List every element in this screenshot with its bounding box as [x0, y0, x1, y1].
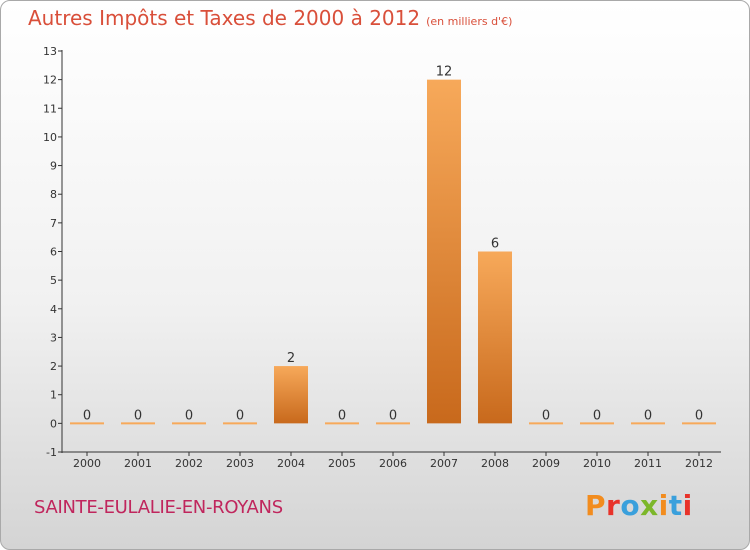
- y-tick-label: 5: [50, 274, 57, 287]
- y-tick-label: 13: [43, 45, 57, 58]
- bar-2007: [427, 79, 461, 424]
- x-tick-label: 2005: [328, 457, 356, 470]
- data-label-2002: 0: [185, 408, 193, 423]
- y-tick-label: -1: [46, 446, 57, 459]
- data-label-2005: 0: [338, 408, 346, 423]
- x-tick-label: 2003: [226, 457, 254, 470]
- bar-2010: [580, 422, 614, 425]
- commune-name: SAINTE-EULALIE-EN-ROYANS: [34, 497, 283, 518]
- data-label-2004: 2: [287, 351, 295, 366]
- bar-2000: [70, 422, 104, 425]
- data-label-2009: 0: [542, 408, 550, 423]
- chart-title-text: Autres Impôts et Taxes de 2000 à 2012: [28, 6, 421, 30]
- x-tick-label: 2002: [175, 457, 203, 470]
- bar-2006: [376, 422, 410, 425]
- y-tick-label: 6: [50, 246, 57, 259]
- x-tick-label: 2001: [124, 457, 152, 470]
- data-label-2007: 12: [436, 65, 453, 80]
- data-label-2001: 0: [134, 408, 142, 423]
- proxiti-logo: Proxiti: [585, 489, 693, 522]
- x-tick-label: 2008: [481, 457, 509, 470]
- bar-2003: [223, 422, 257, 425]
- y-tick-label: 4: [50, 303, 57, 316]
- y-tick-label: 9: [50, 160, 57, 173]
- logo-letter: i: [682, 489, 693, 522]
- data-label-2010: 0: [593, 408, 601, 423]
- x-tick-label: 2007: [430, 457, 458, 470]
- data-label-2011: 0: [644, 408, 652, 423]
- logo-letter: r: [606, 489, 621, 522]
- logo-letter: o: [620, 489, 641, 522]
- bar-2008: [478, 251, 512, 424]
- logo-letter: x: [640, 489, 659, 522]
- chart-title: Autres Impôts et Taxes de 2000 à 2012 (en…: [28, 6, 512, 30]
- y-tick-label: 11: [43, 102, 57, 115]
- bar-2001: [121, 422, 155, 425]
- bar-2009: [529, 422, 563, 425]
- bar-2011: [631, 422, 665, 425]
- y-tick-label: 10: [43, 131, 57, 144]
- bar-2002: [172, 422, 206, 425]
- y-tick-label: 7: [50, 217, 57, 230]
- data-label-2012: 0: [695, 408, 703, 423]
- bar-2004: [274, 366, 308, 424]
- x-tick-label: 2011: [634, 457, 662, 470]
- y-tick-label: 2: [50, 360, 57, 373]
- y-tick-label: 8: [50, 188, 57, 201]
- data-label-2003: 0: [236, 408, 244, 423]
- chart-unit: (en milliers d'€): [426, 15, 513, 28]
- x-tick-label: 2009: [532, 457, 560, 470]
- data-label-2006: 0: [389, 408, 397, 423]
- x-tick-label: 2012: [685, 457, 713, 470]
- x-tick-label: 2006: [379, 457, 407, 470]
- y-tick-label: 0: [50, 417, 57, 430]
- data-label-2008: 6: [491, 237, 499, 252]
- logo-letter: P: [585, 489, 607, 522]
- y-tick-label: 12: [43, 74, 57, 87]
- y-tick-label: 3: [50, 331, 57, 344]
- x-tick-label: 2010: [583, 457, 611, 470]
- y-tick-label: 1: [50, 389, 57, 402]
- bar-2012: [682, 422, 716, 425]
- logo-letter: t: [668, 489, 683, 522]
- data-label-2000: 0: [83, 408, 91, 423]
- x-tick-label: 2004: [277, 457, 305, 470]
- logo-letter: i: [658, 489, 669, 522]
- x-tick-label: 2000: [73, 457, 101, 470]
- bar-2005: [325, 422, 359, 425]
